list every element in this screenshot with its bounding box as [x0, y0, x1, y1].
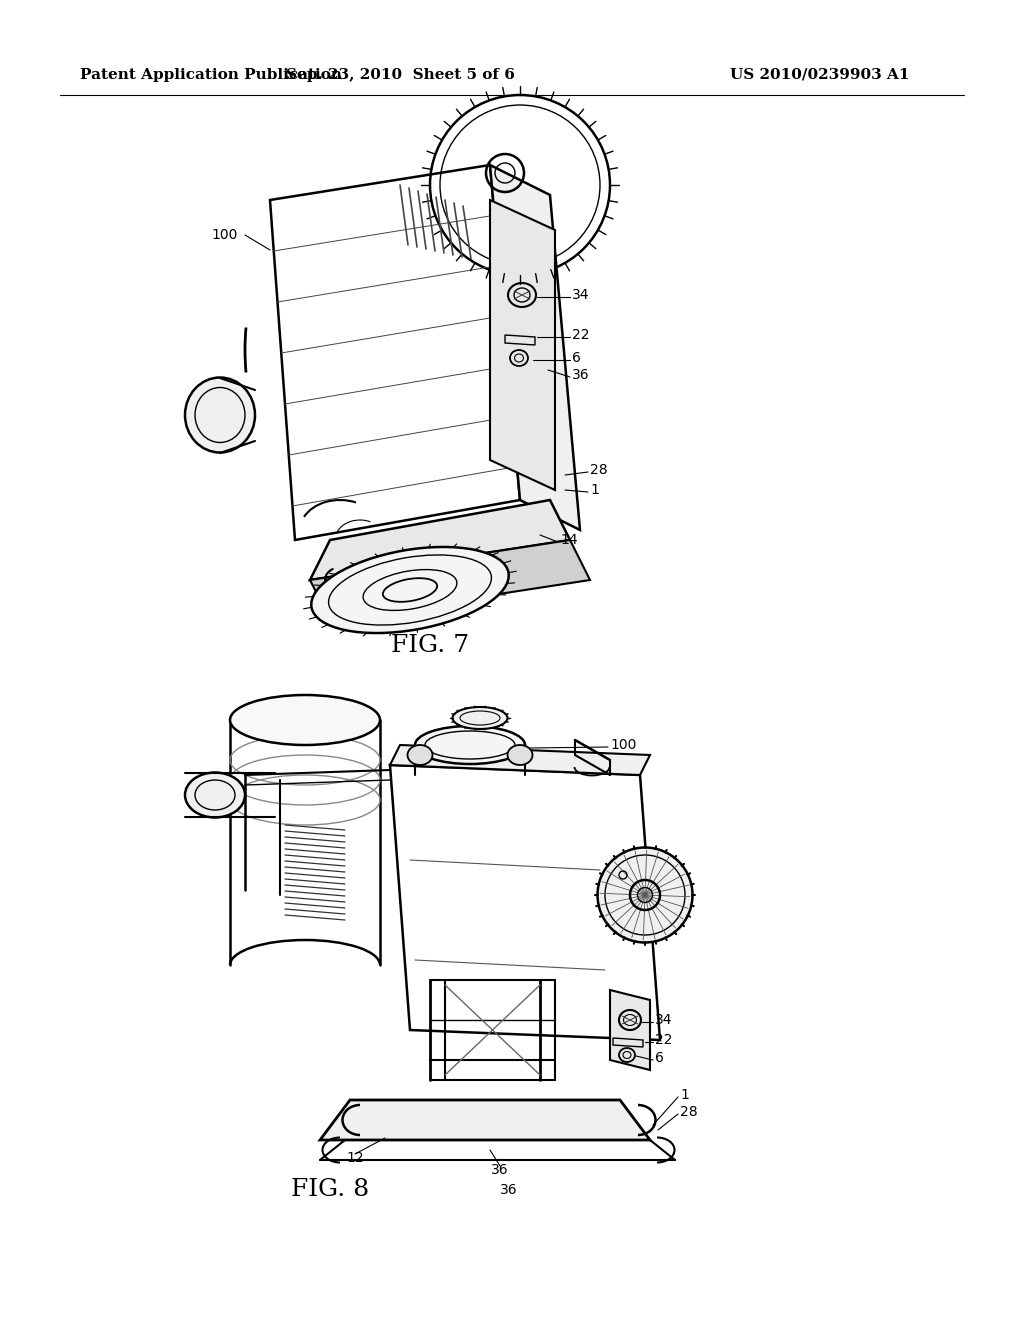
Polygon shape — [270, 165, 520, 540]
Text: 34: 34 — [655, 1012, 673, 1027]
Text: 14: 14 — [560, 533, 578, 546]
Text: FIG. 7: FIG. 7 — [391, 634, 469, 656]
Text: Patent Application Publication: Patent Application Publication — [80, 69, 342, 82]
Polygon shape — [310, 500, 570, 579]
Ellipse shape — [311, 546, 509, 634]
Ellipse shape — [185, 378, 255, 453]
Text: 36: 36 — [572, 368, 590, 381]
Text: 1: 1 — [680, 1088, 689, 1102]
Text: 22: 22 — [572, 327, 590, 342]
Text: 6: 6 — [572, 351, 581, 366]
Polygon shape — [310, 540, 590, 620]
Text: 22: 22 — [655, 1034, 673, 1047]
Polygon shape — [490, 201, 555, 490]
Text: 12: 12 — [346, 1151, 364, 1166]
Polygon shape — [390, 744, 650, 775]
Text: FIG. 8: FIG. 8 — [291, 1179, 369, 1201]
Text: 34: 34 — [572, 288, 590, 302]
Ellipse shape — [408, 744, 432, 766]
Polygon shape — [390, 766, 660, 1040]
Ellipse shape — [453, 708, 508, 729]
Ellipse shape — [415, 726, 525, 764]
Text: 28: 28 — [590, 463, 607, 477]
Text: Sep. 23, 2010  Sheet 5 of 6: Sep. 23, 2010 Sheet 5 of 6 — [286, 69, 514, 82]
Ellipse shape — [597, 847, 692, 942]
Text: 100: 100 — [212, 228, 238, 242]
Text: 6: 6 — [655, 1051, 664, 1065]
Polygon shape — [490, 165, 580, 531]
Text: 1: 1 — [590, 483, 599, 498]
Ellipse shape — [185, 772, 245, 817]
Text: 36: 36 — [500, 1183, 517, 1197]
Polygon shape — [319, 1100, 650, 1140]
Text: 36: 36 — [492, 1163, 509, 1177]
Text: US 2010/0239903 A1: US 2010/0239903 A1 — [730, 69, 909, 82]
Text: 100: 100 — [610, 738, 636, 752]
Ellipse shape — [230, 696, 380, 744]
Text: 28: 28 — [680, 1105, 697, 1119]
Polygon shape — [610, 990, 650, 1071]
Ellipse shape — [508, 744, 532, 766]
